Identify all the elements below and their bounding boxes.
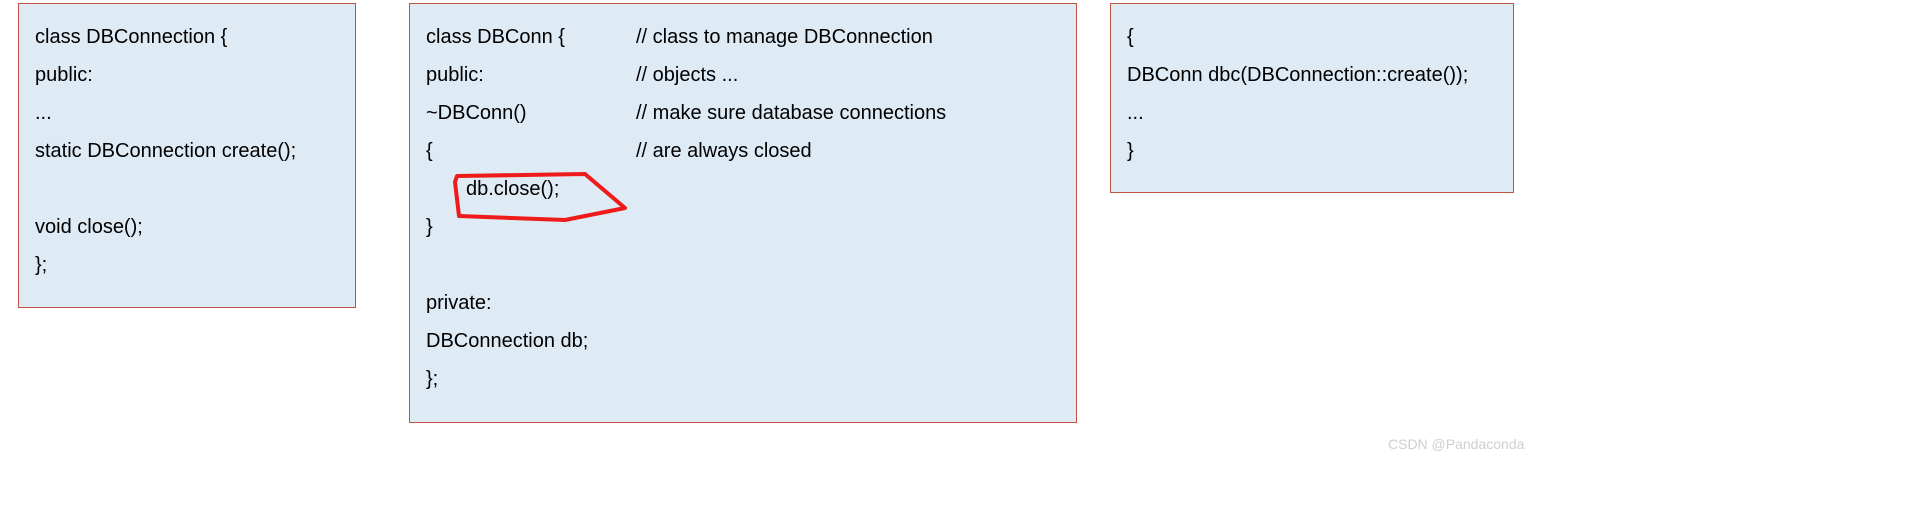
code-text: static DBConnection create();	[35, 140, 296, 163]
code-text: };	[426, 368, 636, 391]
code-line: {	[1127, 18, 1497, 56]
code-text: DBConnection db;	[426, 330, 636, 353]
code-text: db.close();	[426, 178, 676, 201]
code-text: };	[35, 254, 47, 277]
code-line: };	[35, 246, 339, 284]
code-text: }	[1127, 140, 1134, 163]
code-panel-dbconnection: class DBConnection { public: ... static …	[18, 3, 356, 308]
code-line: ...	[35, 94, 339, 132]
code-line: {// are always closed	[426, 132, 1060, 170]
code-text: public:	[426, 64, 636, 87]
code-line	[426, 246, 1060, 284]
code-comment: // are always closed	[636, 140, 1060, 163]
code-text: ...	[35, 102, 52, 125]
code-line: public:// objects ...	[426, 56, 1060, 94]
code-line: db.close();	[426, 170, 1060, 208]
code-line: ...	[1127, 94, 1497, 132]
code-text: class DBConn {	[426, 26, 636, 49]
code-panel-usage: { DBConn dbc(DBConnection::create()); ..…	[1110, 3, 1514, 193]
code-line: DBConn dbc(DBConnection::create());	[1127, 56, 1497, 94]
code-line: private:	[426, 284, 1060, 322]
code-line: };	[426, 360, 1060, 398]
watermark-text: CSDN @Pandaconda	[1388, 436, 1524, 452]
code-line: public:	[35, 56, 339, 94]
code-text: }	[426, 216, 636, 239]
code-text: private:	[426, 292, 636, 315]
code-text: ...	[1127, 102, 1144, 125]
code-line: DBConnection db;	[426, 322, 1060, 360]
code-text: class DBConnection {	[35, 26, 227, 49]
code-line: }	[1127, 132, 1497, 170]
code-line: class DBConnection {	[35, 18, 339, 56]
code-line: static DBConnection create();	[35, 132, 339, 170]
code-text: DBConn dbc(DBConnection::create());	[1127, 64, 1468, 87]
code-line: }	[426, 208, 1060, 246]
code-text: void close();	[35, 216, 143, 239]
code-comment: // objects ...	[636, 64, 1060, 87]
code-line: ~DBConn()// make sure database connectio…	[426, 94, 1060, 132]
code-panel-dbconn: class DBConn {// class to manage DBConne…	[409, 3, 1077, 423]
code-text: public:	[35, 64, 93, 87]
code-text: {	[1127, 26, 1134, 49]
code-text: {	[426, 140, 636, 163]
code-comment: // class to manage DBConnection	[636, 26, 1060, 49]
code-line: class DBConn {// class to manage DBConne…	[426, 18, 1060, 56]
code-line	[35, 170, 339, 208]
code-comment: // make sure database connections	[636, 102, 1060, 125]
code-line: void close();	[35, 208, 339, 246]
code-text: ~DBConn()	[426, 102, 636, 125]
